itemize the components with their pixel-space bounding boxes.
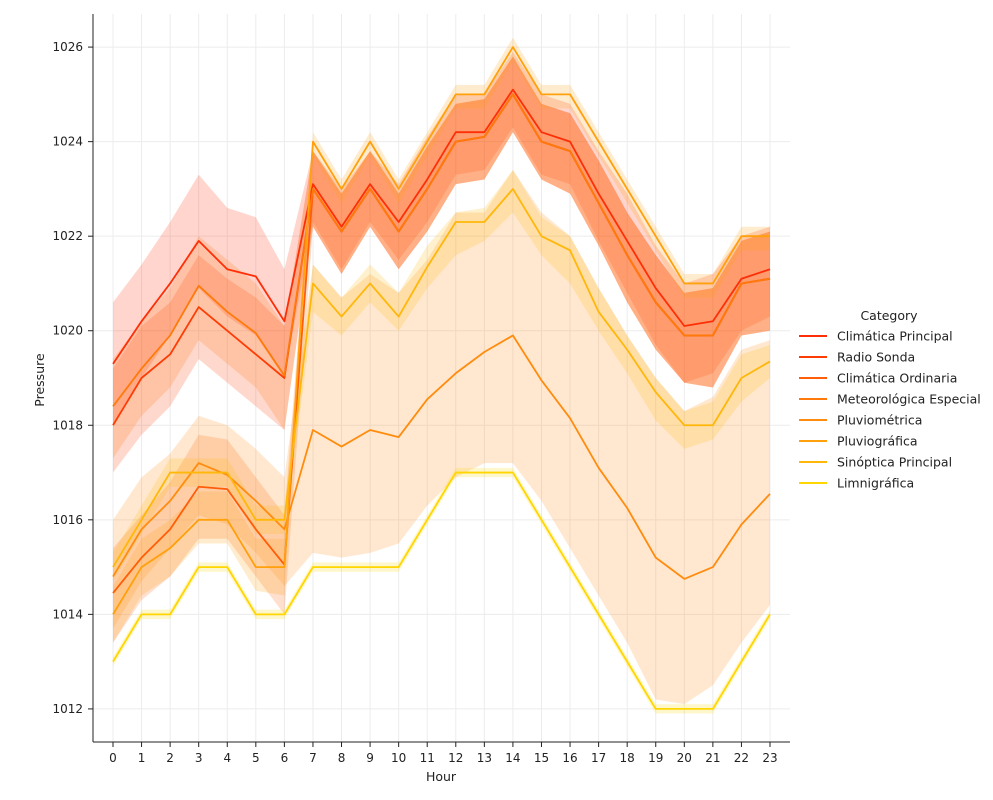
series-line-5 [112, 46, 771, 615]
y-tick-label: 1026 [52, 40, 83, 54]
x-tick-label: 19 [648, 751, 663, 765]
x-tick-label: 4 [223, 751, 231, 765]
x-tick-label: 21 [705, 751, 720, 765]
x-tick-label: 23 [762, 751, 777, 765]
x-tick-label: 10 [391, 751, 406, 765]
confidence-band-0 [112, 51, 771, 426]
x-tick-label: 12 [448, 751, 463, 765]
legend-label-0: Climática Principal [837, 329, 953, 344]
y-tick-label: 1012 [52, 702, 83, 716]
y-axis-label: Pressure [32, 353, 47, 407]
x-tick-label: 7 [309, 751, 317, 765]
legend-label-7: Limnigráfica [837, 476, 914, 491]
confidence-band-6 [112, 170, 771, 582]
x-tick-label: 3 [195, 751, 203, 765]
x-tick-label: 6 [281, 751, 289, 765]
confidence-band-4 [112, 170, 771, 705]
legend-label-2: Climática Ordinaria [837, 371, 957, 386]
series-line-6 [112, 188, 771, 568]
grid-lines [93, 14, 790, 742]
x-tick-label: 11 [420, 751, 435, 765]
x-tick-label: 16 [562, 751, 577, 765]
x-tick-label: 5 [252, 751, 260, 765]
series-line-7 [112, 471, 771, 710]
x-tick-label: 1 [138, 751, 146, 765]
confidence-band-3 [112, 56, 771, 459]
x-axis-label: Hour [426, 769, 457, 784]
confidence-bands [112, 37, 771, 714]
legend-label-4: Pluviométrica [837, 413, 922, 428]
confidence-band-7 [112, 467, 771, 714]
y-tick-label: 1016 [52, 513, 83, 527]
legend-label-5: Pluviográfica [837, 434, 918, 449]
legend-title: Category [860, 308, 918, 323]
x-tick-label: 9 [366, 751, 374, 765]
legend: Category Climática Principal Radio Sonda C… [799, 308, 981, 491]
x-tick-label: 8 [338, 751, 346, 765]
x-tick-label: 17 [591, 751, 606, 765]
x-tick-label: 20 [677, 751, 692, 765]
confidence-band-2 [112, 56, 771, 643]
legend-label-6: Sinóptica Principal [837, 455, 952, 470]
legend-label-1: Radio Sonda [837, 350, 915, 365]
series-lines [112, 46, 771, 710]
axes [92, 14, 790, 743]
y-tick-label: 1024 [52, 135, 83, 149]
x-tick-label: 18 [620, 751, 635, 765]
x-tick-label: 2 [166, 751, 174, 765]
x-tick-labels: 0 1 2 3 4 5 6 7 8 9 10 11 12 13 14 15 16 17 18 19 20 21 22 23 [109, 742, 778, 765]
y-tick-label: 1020 [52, 324, 83, 338]
legend-label-3: Meteorológica Especial [837, 392, 981, 407]
x-tick-label: 14 [505, 751, 520, 765]
x-tick-label: 0 [109, 751, 117, 765]
confidence-band-1 [112, 56, 771, 473]
x-tick-label: 15 [534, 751, 549, 765]
y-tick-labels: 1012 1014 1016 1018 1020 1022 1024 1026 [52, 40, 93, 716]
y-tick-label: 1014 [52, 607, 83, 621]
y-tick-label: 1022 [52, 229, 83, 243]
series-line-0 [112, 88, 771, 365]
series-line-3 [112, 93, 771, 407]
x-tick-label: 13 [477, 751, 492, 765]
x-tick-label: 22 [734, 751, 749, 765]
y-tick-label: 1018 [52, 418, 83, 432]
